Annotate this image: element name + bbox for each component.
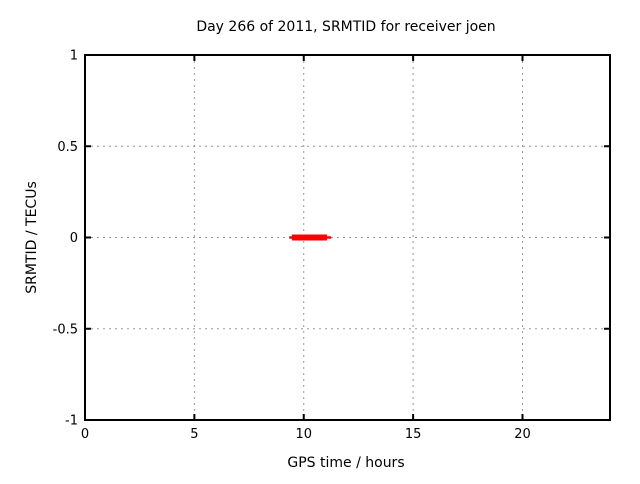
x-tick-label: 20 <box>514 427 531 442</box>
x-tick-label: 5 <box>190 427 198 442</box>
y-tick-label: 0.5 <box>57 140 78 155</box>
data-segment <box>291 234 327 241</box>
y-tick-label: -0.5 <box>53 322 78 337</box>
grid-lines <box>84 54 610 421</box>
y-tick-label: 0 <box>70 231 78 246</box>
tick-labels: 0 5 10 15 20 -1 -0.5 0 0.5 1 <box>53 49 531 443</box>
y-axis-label: SRMTID / TECUs <box>24 181 40 294</box>
x-axis-label: GPS time / hours <box>287 455 404 471</box>
data-series <box>289 234 332 241</box>
x-tick-label: 15 <box>405 427 422 442</box>
y-tick-label: 1 <box>70 49 78 64</box>
x-tick-label: 0 <box>81 427 89 442</box>
y-tick-label: -1 <box>65 414 78 429</box>
plot-border <box>84 54 611 421</box>
x-tick-label: 10 <box>295 427 312 442</box>
chart-title: Day 266 of 2011, SRMTID for receiver joe… <box>196 19 495 35</box>
